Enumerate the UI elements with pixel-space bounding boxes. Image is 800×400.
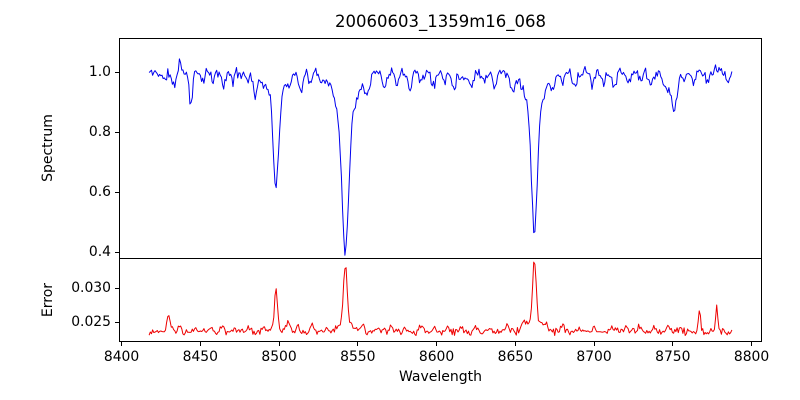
x-tick-label: 8600 — [418, 349, 455, 365]
x-tick-label: 8750 — [655, 349, 691, 365]
x-tick-mark — [593, 342, 595, 346]
x-tick-label: 8800 — [733, 349, 770, 365]
x-tick-mark — [514, 342, 516, 346]
error-line-svg — [148, 261, 733, 336]
x-tick-mark — [121, 342, 123, 346]
x-tick-mark — [751, 342, 753, 346]
chart-title: 20060603_1359m16_068 — [334, 12, 547, 31]
y-tick-label: 0.8 — [88, 123, 111, 140]
y-tick-label: 0.6 — [88, 184, 111, 201]
x-tick-label: 8400 — [103, 349, 140, 365]
y-tick-label: 0.030 — [71, 280, 111, 297]
error-panel-polyline — [148, 261, 733, 336]
error-y-axis-label: Error — [40, 282, 56, 318]
spectrum-line-svg — [148, 57, 733, 256]
y-tick-mark — [115, 252, 119, 254]
spectrum-panel-polyline — [148, 57, 733, 256]
y-tick-mark — [115, 322, 119, 324]
x-tick-mark — [436, 342, 438, 346]
spectrum-plot-area — [119, 37, 762, 259]
error-plot-area — [119, 259, 762, 342]
x-tick-label: 8700 — [576, 349, 612, 365]
x-tick-label: 8500 — [261, 349, 297, 365]
y-tick-label: 0.025 — [71, 314, 111, 331]
y-tick-label: 1.0 — [88, 63, 111, 80]
y-tick-mark — [115, 131, 119, 133]
y-tick-mark — [115, 192, 119, 194]
y-tick-mark — [115, 71, 119, 73]
x-tick-mark — [672, 342, 674, 346]
x-tick-label: 8450 — [182, 349, 218, 365]
x-tick-label: 8650 — [497, 349, 533, 365]
x-tick-mark — [357, 342, 359, 346]
wavelength-x-axis-label: Wavelength — [398, 369, 483, 385]
x-tick-mark — [278, 342, 280, 346]
y-tick-label: 0.4 — [88, 244, 111, 261]
spectrum-y-axis-label: Spectrum — [40, 114, 56, 182]
x-tick-label: 8550 — [340, 349, 376, 365]
x-tick-mark — [199, 342, 201, 346]
y-tick-mark — [115, 288, 119, 290]
